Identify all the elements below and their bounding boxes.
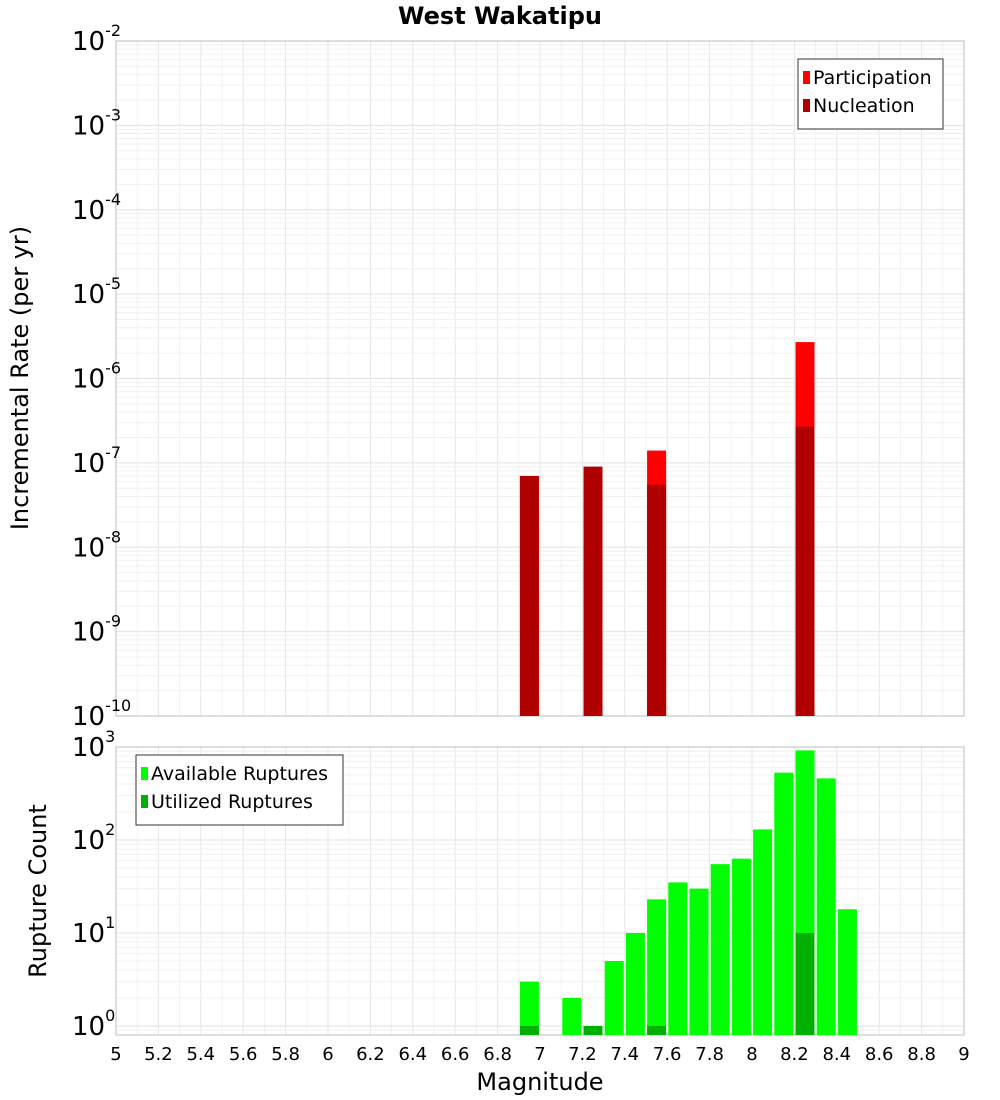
x-tick-label-9: 6.8 xyxy=(483,1044,512,1065)
x-tick-label-17: 8.4 xyxy=(822,1044,851,1065)
top-y-tick-label-4: 10-6 xyxy=(72,359,121,395)
bottom-plot-area xyxy=(115,746,965,1036)
top-legend-swatch-0 xyxy=(803,71,810,84)
bottom-bar-available-ruptures-13 xyxy=(816,778,836,1035)
bottom-bar-available-ruptures-1 xyxy=(562,997,582,1035)
bottom-legend-swatch-1 xyxy=(141,795,148,808)
bottom-plot-bars xyxy=(519,750,857,1035)
top-plot-bars xyxy=(519,342,815,716)
bottom-legend-label-0: Available Ruptures xyxy=(151,763,328,785)
x-tick-label-15: 8 xyxy=(746,1044,757,1065)
x-tick-label-11: 7.2 xyxy=(568,1044,597,1065)
top-bar-nucleation-2 xyxy=(647,484,667,716)
bottom-bar-available-ruptures-10 xyxy=(753,829,773,1035)
x-tick-label-4: 5.8 xyxy=(271,1044,300,1065)
bottom-y-tick-labels: 100 101 102 103 xyxy=(72,727,115,1042)
bottom-bar-utilized-ruptures-0 xyxy=(519,1025,539,1035)
top-plot-grid xyxy=(115,41,965,717)
bottom-y-tick-label-0: 100 xyxy=(72,1006,115,1042)
bottom-bar-available-ruptures-7 xyxy=(689,888,709,1035)
bottom-bar-available-ruptures-6 xyxy=(668,882,688,1035)
x-tick-labels: 5 5.2 5.4 5.6 5.8 6 6.2 6.4 6.6 6.8 7 7.2 7.4 7.6 7.8 8… xyxy=(110,1044,969,1065)
top-plot-area xyxy=(115,40,965,717)
bottom-bar-available-ruptures-0 xyxy=(519,981,539,1035)
top-y-tick-label-3: 10-7 xyxy=(72,443,121,479)
bottom-y-axis-label: Rupture Count xyxy=(24,804,52,978)
top-bar-nucleation-3 xyxy=(795,426,815,716)
top-y-tick-label-8: 10-2 xyxy=(72,21,121,57)
top-legend-swatch-1 xyxy=(803,99,810,112)
chart-title: West Wakatipu xyxy=(398,2,602,30)
top-y-axis-label: Incremental Rate (per yr) xyxy=(6,226,34,530)
bottom-y-tick-label-2: 102 xyxy=(72,820,115,856)
bottom-y-tick-label-3: 103 xyxy=(72,727,115,763)
x-tick-label-20: 9 xyxy=(958,1044,969,1065)
bottom-bar-available-ruptures-5 xyxy=(647,899,667,1035)
bottom-bar-available-ruptures-9 xyxy=(731,858,751,1035)
x-tick-label-13: 7.6 xyxy=(653,1044,682,1065)
x-tick-label-5: 6 xyxy=(322,1044,333,1065)
x-tick-label-18: 8.6 xyxy=(865,1044,894,1065)
x-tick-label-12: 7.4 xyxy=(610,1044,639,1065)
top-y-tick-label-6: 10-4 xyxy=(72,190,121,226)
top-bar-nucleation-0 xyxy=(519,475,539,716)
top-y-tick-label-7: 10-3 xyxy=(72,105,121,141)
x-tick-label-19: 8.8 xyxy=(907,1044,936,1065)
top-legend-box xyxy=(797,58,944,130)
x-tick-label-10: 7 xyxy=(534,1044,545,1065)
x-tick-label-3: 5.6 xyxy=(229,1044,258,1065)
bottom-legend-swatch-0 xyxy=(141,767,148,780)
bottom-bar-available-ruptures-14 xyxy=(837,909,857,1035)
bottom-bar-available-ruptures-8 xyxy=(710,864,730,1035)
bottom-bar-utilized-ruptures-3 xyxy=(795,932,815,1035)
bottom-bar-utilized-ruptures-2 xyxy=(647,1025,667,1035)
x-tick-label-6: 6.2 xyxy=(356,1044,385,1065)
x-tick-label-8: 6.6 xyxy=(441,1044,470,1065)
top-y-tick-label-1: 10-9 xyxy=(72,612,121,648)
x-tick-label-0: 5 xyxy=(110,1044,121,1065)
bottom-legend: Available Ruptures Utilized Ruptures xyxy=(135,754,344,826)
bottom-bar-utilized-ruptures-1 xyxy=(583,1025,603,1035)
x-tick-label-16: 8.2 xyxy=(780,1044,809,1065)
bottom-bar-available-ruptures-4 xyxy=(625,932,645,1035)
top-y-tick-label-2: 10-8 xyxy=(72,527,121,563)
top-y-tick-label-5: 10-5 xyxy=(72,274,121,310)
bottom-y-tick-label-1: 101 xyxy=(72,913,115,949)
top-legend: Participation Nucleation xyxy=(797,58,944,130)
bottom-bar-available-ruptures-11 xyxy=(774,772,794,1035)
top-y-tick-label-0: 10-10 xyxy=(72,696,131,732)
x-tick-label-2: 5.4 xyxy=(186,1044,215,1065)
x-axis-label: Magnitude xyxy=(476,1068,603,1096)
bottom-bar-available-ruptures-3 xyxy=(604,960,624,1035)
top-legend-label-0: Participation xyxy=(813,67,932,89)
top-y-tick-labels: 10-10 10-9 10-8 10-7 10-6 10-5 10-4 10-3 10-2 xyxy=(72,21,131,732)
x-tick-label-1: 5.2 xyxy=(144,1044,173,1065)
top-bar-nucleation-1 xyxy=(583,466,603,716)
bottom-legend-label-1: Utilized Ruptures xyxy=(151,791,313,813)
x-tick-label-7: 6.4 xyxy=(398,1044,427,1065)
bottom-legend-box xyxy=(135,754,344,826)
x-tick-label-14: 7.8 xyxy=(695,1044,724,1065)
top-legend-label-1: Nucleation xyxy=(813,95,915,117)
